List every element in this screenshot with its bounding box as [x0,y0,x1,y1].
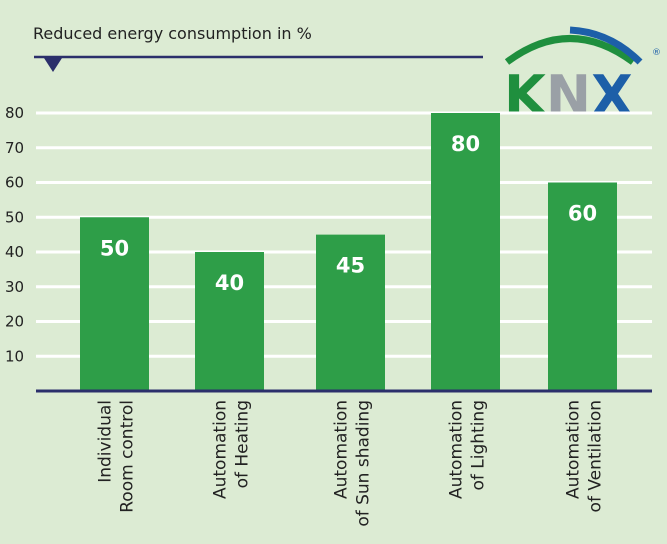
knx-logo: KNX ® [504,26,661,127]
bar [195,252,264,391]
y-tick-label: 20 [5,313,24,331]
bar-value-label: 60 [568,202,597,226]
bar-value-label: 80 [451,132,480,156]
bar [548,182,617,391]
y-tick-label: 60 [5,174,24,192]
x-category-label: of Lighting [469,400,489,491]
bar-value-label: 45 [336,254,365,278]
bar-value-label: 50 [100,236,129,260]
y-tick-label: 50 [5,208,24,226]
x-category-label: Individual [96,400,116,483]
x-category-label: Automation [332,400,352,499]
bar [80,217,149,391]
x-category-label: Automation [447,400,467,499]
x-category-label: Room control [118,400,138,513]
x-category-label: of Heating [233,400,253,488]
y-tick-label: 10 [5,347,24,365]
y-tick-label: 70 [5,139,24,157]
y-tick-label: 80 [5,104,24,122]
bar [431,113,500,391]
triangle-marker-icon [44,58,62,72]
logo-arc-green [504,35,636,65]
bar-value-label: 40 [215,271,244,295]
y-tick-label: 40 [5,243,24,261]
x-category-label: of Sun shading [354,400,374,527]
chart-title: Reduced energy consumption in % [33,24,312,43]
knx-logo-text: KNX [504,64,633,127]
x-category-label: Automation [211,400,231,499]
x-category-label: of Ventilation [586,400,606,512]
y-tick-label: 30 [5,278,24,296]
registered-mark: ® [652,48,661,58]
x-category-label: Automation [564,400,584,499]
logo-arc-blue [569,26,643,65]
bar [316,234,385,391]
